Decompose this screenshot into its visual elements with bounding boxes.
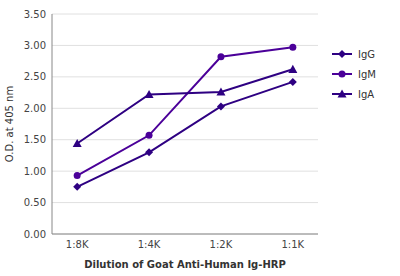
y-axis	[52, 14, 53, 234]
x-tick-label: 1:8K	[66, 239, 89, 250]
data-point	[146, 132, 153, 139]
data-point	[217, 102, 225, 110]
data-point	[216, 87, 225, 95]
background	[0, 0, 400, 276]
y-tick-label: 0.50	[24, 197, 46, 208]
y-tick-label: 0.00	[24, 229, 46, 240]
x-tick-label: 1:1K	[282, 239, 305, 250]
legend-marker	[339, 71, 346, 78]
y-tick-label: 3.50	[24, 9, 46, 20]
data-point	[145, 148, 153, 156]
data-point	[73, 183, 81, 191]
x-axis-label: Dilution of Goat Anti-Human Ig-HRP	[84, 259, 286, 270]
y-axis-label: O.D. at 405 nm	[4, 86, 15, 162]
grid-line	[52, 171, 318, 172]
data-point	[73, 139, 82, 147]
data-point	[145, 90, 154, 98]
data-point	[217, 53, 224, 60]
grid-line	[52, 45, 318, 46]
grid-line	[52, 139, 318, 140]
y-tick-label: 1.00	[24, 166, 46, 177]
grid-line	[52, 108, 318, 109]
legend-label: IgM	[358, 69, 376, 80]
y-tick-label: 2.00	[24, 103, 46, 114]
y-tick-label: 3.00	[24, 40, 46, 51]
y-tick-label: 2.50	[24, 71, 46, 82]
chart: 0.00 0.50 1.00 1.50 2.00 2.50 3.00 3.50 1:8K 1:4K…	[0, 0, 400, 276]
legend-marker	[338, 50, 346, 58]
grid-line	[52, 14, 318, 15]
data-point	[289, 44, 296, 51]
grid-line	[52, 202, 318, 203]
series-line	[77, 69, 293, 143]
series-line	[77, 47, 293, 175]
legend-marker	[338, 90, 347, 98]
series-line	[77, 82, 293, 187]
data-point	[289, 78, 297, 86]
grid-line	[52, 234, 318, 235]
x-tick-label: 1:4K	[138, 239, 161, 250]
data-point	[74, 172, 81, 179]
legend-label: IgA	[358, 89, 374, 100]
plot-area	[73, 44, 298, 191]
x-tick-label: 1:2K	[210, 239, 233, 250]
legend-label: IgG	[358, 49, 375, 60]
y-tick-label: 1.50	[24, 134, 46, 145]
x-axis	[52, 234, 318, 235]
grid-line	[52, 76, 318, 77]
data-point	[288, 65, 297, 73]
